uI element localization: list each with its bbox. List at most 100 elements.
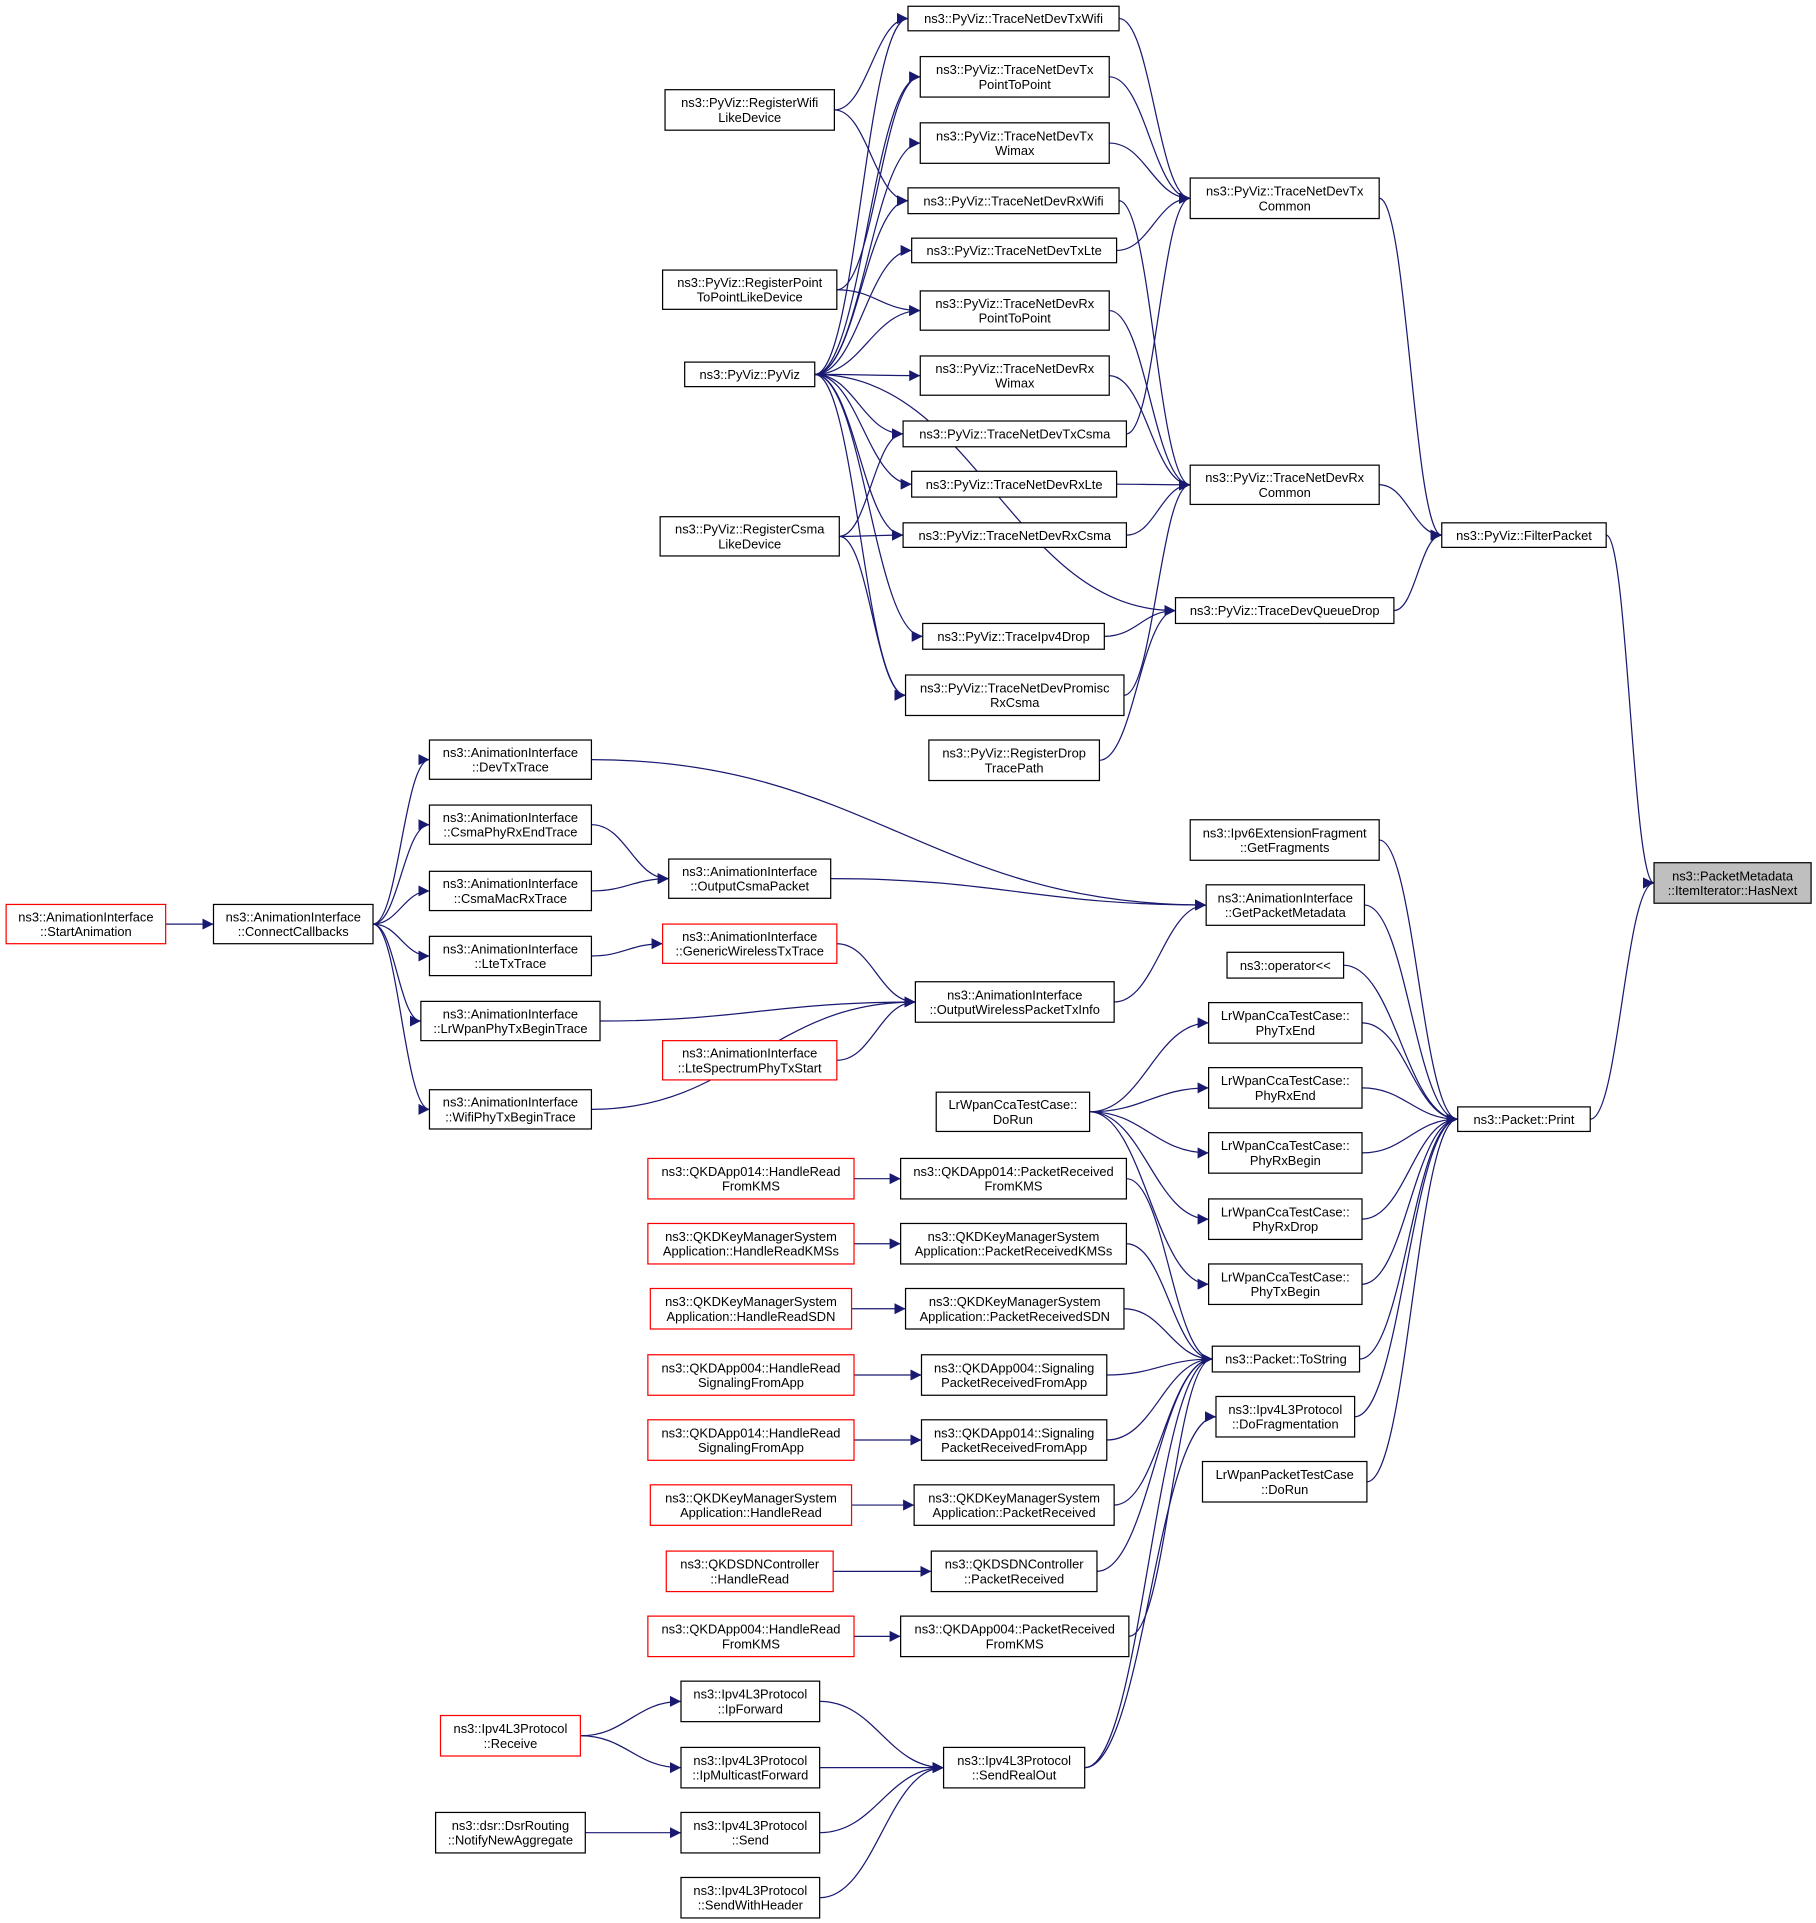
node-label: ns3::PyViz::FilterPacket [1456, 528, 1592, 543]
node-outcsma[interactable]: ns3::AnimationInterface::OutputCsmaPacke… [668, 858, 832, 899]
node-sendrealout[interactable]: ns3::Ipv4L3Protocol::SendRealOut [942, 1746, 1086, 1789]
node-ipv4drop[interactable]: ns3::PyViz::TraceIpv4Drop [922, 622, 1105, 650]
node-wifiphy[interactable]: ns3::AnimationInterface::WifiPhyTxBeginT… [428, 1089, 593, 1130]
node-label: ns3::QKDSDNController [680, 1557, 820, 1572]
node-kmshrsdn[interactable]: ns3::QKDKeyManagerSystemApplication::Han… [649, 1287, 853, 1330]
node-q004prsig[interactable]: ns3::QKDApp004::SignalingPacketReceivedF… [920, 1354, 1108, 1396]
node-kmspr[interactable]: ns3::QKDKeyManagerSystemApplication::Pac… [913, 1484, 1115, 1526]
node-filter[interactable]: ns3::PyViz::FilterPacket [1441, 522, 1607, 548]
node-label: Application::PacketReceivedKMSs [915, 1244, 1113, 1259]
node-label: SignalingFromApp [698, 1375, 804, 1390]
node-box [900, 1157, 1128, 1200]
node-label: ns3::QKDApp004::HandleRead [661, 1360, 840, 1375]
node-box [1208, 1001, 1363, 1044]
node-sdnpr[interactable]: ns3::QKDSDNController::PacketReceived [930, 1550, 1098, 1593]
node-csmaphy[interactable]: ns3::AnimationInterface::CsmaPhyRxEndTra… [428, 804, 593, 845]
node-phytxbegin[interactable]: LrWpanCcaTestCase::PhyTxBegin [1208, 1263, 1363, 1306]
node-box [1208, 1198, 1363, 1241]
edge-txwifi-to-txcommon [1118, 17, 1191, 204]
node-getmeta[interactable]: ns3::AnimationInterface::GetPacketMetada… [1205, 884, 1366, 926]
node-q014prsig[interactable]: ns3::QKDApp014::SignalingPacketReceivedF… [920, 1419, 1108, 1461]
node-kmsprsdn[interactable]: ns3::QKDKeyManagerSystemApplication::Pac… [904, 1287, 1125, 1330]
node-lrwpanphy[interactable]: ns3::AnimationInterface::LrWpanPhyTxBegi… [420, 1000, 601, 1042]
node-label: ns3::Packet::Print [1474, 1112, 1575, 1127]
node-label: PhyTxEnd [1256, 1023, 1315, 1038]
node-sendhdr[interactable]: ns3::Ipv4L3Protocol::SendWithHeader [680, 1876, 821, 1919]
node-rxlte[interactable]: ns3::PyViz::TraceNetDevRxLte [911, 470, 1118, 498]
edge-ccadorun-to-phytxend [1089, 1017, 1209, 1113]
node-send[interactable]: ns3::Ipv4L3Protocol::Send [680, 1811, 821, 1854]
node-devtx[interactable]: ns3::AnimationInterface::DevTxTrace [428, 739, 593, 780]
node-phytxend[interactable]: LrWpanCcaTestCase::PhyTxEnd [1208, 1001, 1363, 1044]
node-rxwifi[interactable]: ns3::PyViz::TraceNetDevRxWifi [907, 187, 1120, 215]
node-label: PacketReceivedFromApp [941, 1375, 1087, 1390]
node-box [1174, 597, 1395, 625]
node-label: ::LteSpectrumPhyTxStart [678, 1060, 822, 1075]
node-outwireless[interactable]: ns3::AnimationInterface::OutputWirelessP… [914, 981, 1115, 1023]
node-kmsprkmss[interactable]: ns3::QKDKeyManagerSystemApplication::Pac… [900, 1222, 1128, 1265]
edge-pyviz-to-ipv4drop [814, 373, 923, 642]
node-phyrxdrop[interactable]: LrWpanCcaTestCase::PhyRxDrop [1208, 1198, 1363, 1241]
node-label: LrWpanPacketTestCase [1216, 1467, 1354, 1482]
node-sdnhr[interactable]: ns3::QKDSDNController::HandleRead [665, 1550, 834, 1593]
node-txcsma[interactable]: ns3::PyViz::TraceNetDevTxCsma [902, 420, 1128, 448]
node-label: ::LteTxTrace [475, 956, 547, 971]
node-rxcsma[interactable]: ns3::PyViz::TraceNetDevRxCsma [902, 522, 1128, 548]
node-regp2p[interactable]: ns3::PyViz::RegisterPointToPointLikeDevi… [661, 269, 838, 310]
node-q014hrsig[interactable]: ns3::QKDApp014::HandleReadSignalingFromA… [647, 1419, 855, 1461]
node-connect[interactable]: ns3::AnimationInterface::ConnectCallback… [212, 903, 374, 945]
node-receive[interactable]: ns3::Ipv4L3Protocol::Receive [439, 1714, 581, 1757]
node-kmshr[interactable]: ns3::QKDKeyManagerSystemApplication::Han… [649, 1484, 853, 1526]
node-csmamac[interactable]: ns3::AnimationInterface::CsmaMacRxTrace [428, 870, 593, 912]
node-ccadorun[interactable]: LrWpanCcaTestCase::DoRun [935, 1091, 1091, 1133]
node-label: ns3::PyViz::TraceNetDevTx [936, 128, 1094, 143]
node-label: ::DevTxTrace [472, 760, 549, 775]
node-txlte[interactable]: ns3::PyViz::TraceNetDevTxLte [911, 237, 1118, 264]
node-box [911, 237, 1118, 264]
node-q004hrsig[interactable]: ns3::QKDApp004::HandleReadSignalingFromA… [647, 1354, 855, 1396]
node-queuedrop[interactable]: ns3::PyViz::TraceDevQueueDrop [1174, 597, 1395, 625]
node-genwireless[interactable]: ns3::AnimationInterface::GenericWireless… [661, 923, 838, 964]
edge-ipv4drop-to-queuedrop [1104, 605, 1176, 637]
edge-receive-to-ipforward [580, 1695, 682, 1737]
node-kmshrkmss[interactable]: ns3::QKDKeyManagerSystemApplication::Han… [647, 1222, 855, 1265]
node-label: ns3::QKDApp014::Signaling [934, 1425, 1094, 1440]
node-tostring[interactable]: ns3::Packet::ToString [1211, 1345, 1361, 1373]
node-startanim[interactable]: ns3::AnimationInterface::StartAnimation [5, 903, 167, 945]
node-dsr[interactable]: ns3::dsr::DsrRouting::NotifyNewAggregate [434, 1811, 586, 1854]
node-label: ns3::PyViz::TraceNetDevRx [935, 296, 1094, 311]
node-label: ns3::PyViz::TraceNetDevPromisc [920, 681, 1110, 696]
node-label: ::HandleRead [710, 1571, 789, 1586]
node-pktdorun[interactable]: LrWpanPacketTestCase::DoRun [1201, 1460, 1368, 1503]
node-ltetx[interactable]: ns3::AnimationInterface::LteTxTrace [428, 935, 593, 977]
node-print[interactable]: ns3::Packet::Print [1457, 1106, 1591, 1133]
node-dofrag[interactable]: ns3::Ipv4L3Protocol::DoFragmentation [1215, 1395, 1356, 1438]
node-txwifi[interactable]: ns3::PyViz::TraceNetDevTxWifi [907, 5, 1120, 32]
node-ipmcast[interactable]: ns3::Ipv4L3Protocol::IpMulticastForward [680, 1746, 821, 1789]
node-label: ns3::QKDKeyManagerSystem [928, 1490, 1100, 1505]
node-ipforward[interactable]: ns3::Ipv4L3Protocol::IpForward [680, 1680, 821, 1723]
edge-regcsma-to-txcsma [839, 428, 904, 537]
node-phyrxend[interactable]: LrWpanCcaTestCase::PhyRxEnd [1208, 1067, 1363, 1109]
node-operator[interactable]: ns3::operator<< [1226, 951, 1345, 979]
node-pyviz[interactable]: ns3::PyViz::PyViz [684, 361, 816, 388]
node-phyrxbegin[interactable]: LrWpanCcaTestCase::PhyRxBegin [1208, 1132, 1363, 1174]
node-ipv6frag[interactable]: ns3::Ipv6ExtensionFragment::GetFragments [1189, 819, 1380, 861]
node-ltespectrum[interactable]: ns3::AnimationInterface::LteSpectrumPhyT… [661, 1040, 838, 1081]
node-label: ns3::PyViz::TraceIpv4Drop [937, 629, 1089, 644]
node-label: ns3::PyViz::TraceNetDevRx [1205, 470, 1364, 485]
